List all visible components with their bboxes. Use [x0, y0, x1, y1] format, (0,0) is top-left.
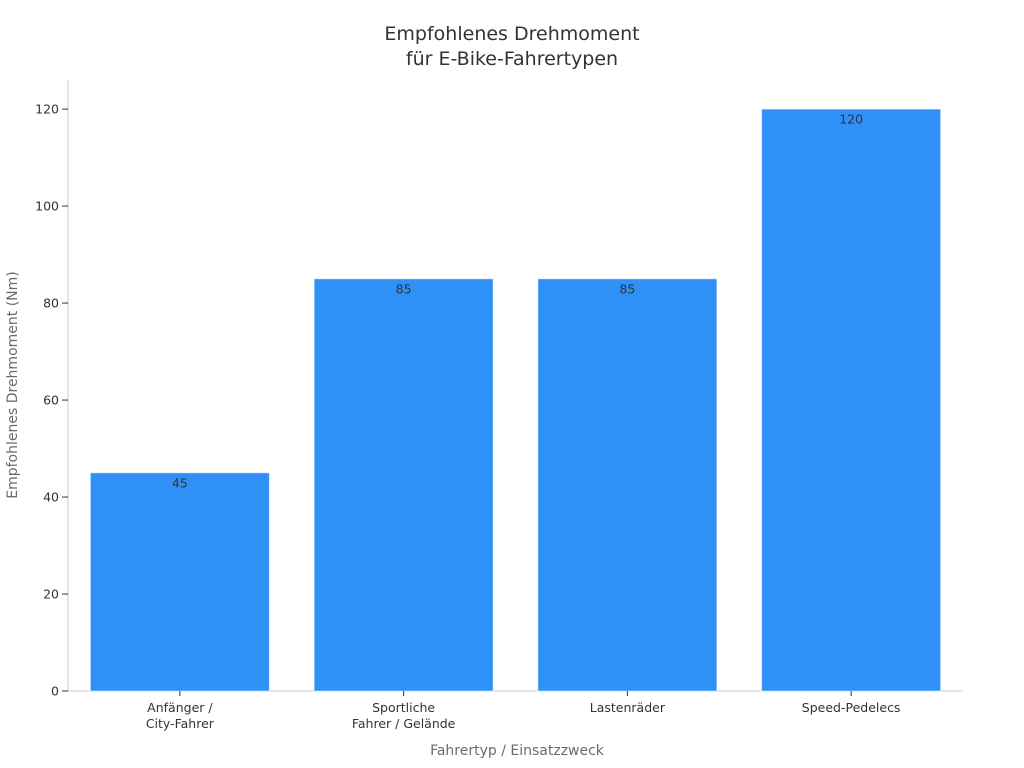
x-tick-label-line: City-Fahrer	[146, 716, 215, 731]
y-axis-label: Empfohlenes Drehmoment (Nm)	[5, 271, 21, 499]
data-label: 85	[619, 281, 635, 296]
x-tick-label: Speed-Pedelecs	[802, 700, 901, 715]
chart-title-line-1: Empfohlenes Drehmoment	[384, 23, 639, 45]
y-tick-label: 0	[51, 684, 59, 699]
x-tick-label: Lastenräder	[590, 700, 666, 715]
x-tick-label-line: Lastenräder	[590, 700, 666, 715]
x-tick-label-line: Sportliche	[372, 700, 435, 715]
x-tick-label-line: Fahrer / Gelände	[352, 716, 456, 731]
y-tick-label: 100	[35, 199, 59, 214]
x-axis-label: Fahrertyp / Einsatzzweck	[430, 743, 605, 759]
x-tick-label-line: Speed-Pedelecs	[802, 700, 901, 715]
plot-area: 0 20 40 60 80 100 120 45 Anfänger / City-Fahrer 85…	[35, 80, 963, 731]
x-tick-label: Sportliche Fahrer / Gelände	[352, 700, 456, 731]
bar	[537, 278, 718, 692]
y-tick-label: 80	[43, 296, 59, 311]
bar	[313, 278, 494, 692]
bar	[761, 108, 942, 692]
bar	[89, 472, 270, 692]
chart-title-line-2: für E-Bike-Fahrertypen	[406, 48, 618, 70]
y-tick-label: 120	[35, 102, 59, 117]
data-label: 120	[839, 112, 863, 127]
x-tick-label: Anfänger / City-Fahrer	[146, 700, 215, 731]
data-label: 45	[172, 475, 188, 490]
y-tick-label: 40	[43, 490, 59, 505]
y-tick-label: 60	[43, 393, 59, 408]
y-tick-label: 20	[43, 587, 59, 602]
data-label: 85	[396, 281, 412, 296]
x-tick-label-line: Anfänger /	[147, 700, 213, 715]
